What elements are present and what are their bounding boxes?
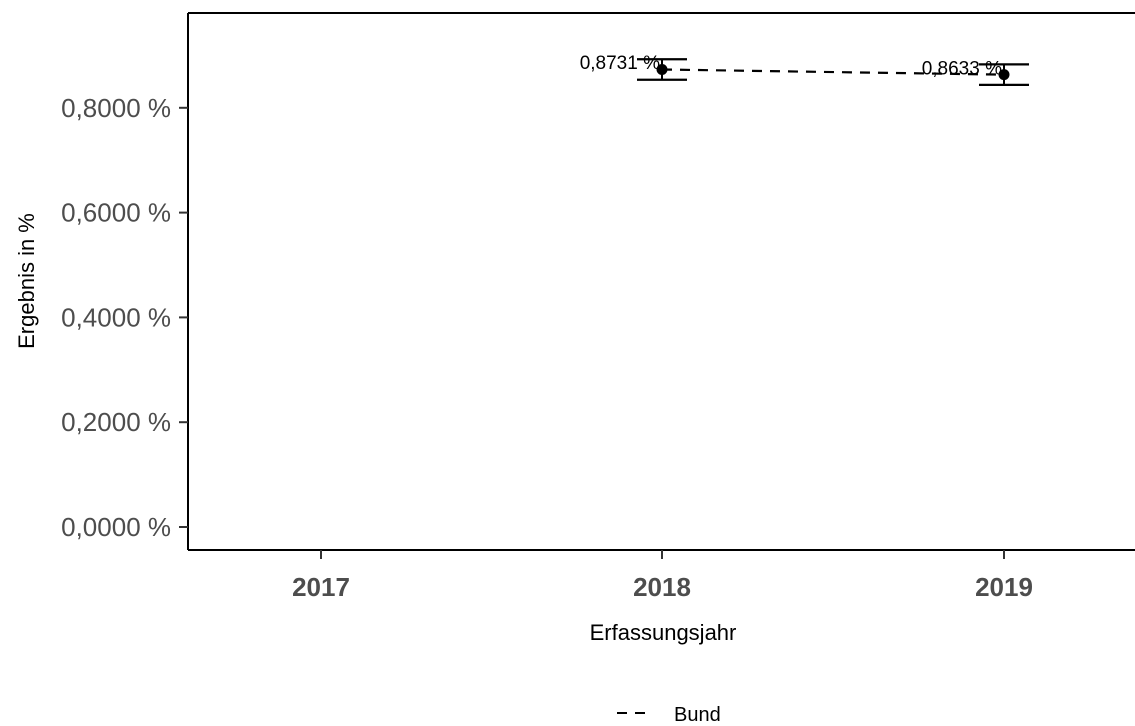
y-tick-label: 0,6000 %	[61, 198, 171, 228]
x-tick-label: 2017	[292, 572, 350, 602]
y-axis-title: Ergebnis in %	[14, 213, 39, 349]
data-label: 0,8633 %	[922, 58, 1002, 79]
legend-label-bund: Bund	[674, 704, 721, 726]
series-line	[661, 68, 1005, 76]
y-tick-label: 0,4000 %	[61, 302, 171, 332]
y-axis-ticks: 0,0000 % 0,2000 % 0,4000 % 0,6000 % 0,8000 %	[61, 93, 188, 542]
y-tick-label: 0,8000 %	[61, 93, 171, 123]
y-tick-label: 0,2000 %	[61, 407, 171, 437]
data-label: 0,8731 %	[580, 53, 660, 74]
data-point	[656, 63, 668, 75]
x-axis-title: Erfassungsjahr	[590, 620, 737, 645]
legend: Bund	[617, 704, 721, 726]
y-tick-label: 0,0000 %	[61, 512, 171, 542]
x-axis-ticks: 2017 2018 2019	[292, 550, 1033, 602]
x-tick-label: 2019	[975, 572, 1033, 602]
series-layer: 0,8731 % 0,8633 %	[580, 53, 1029, 87]
x-tick-label: 2018	[633, 572, 691, 602]
plot-panel	[187, 12, 1135, 551]
data-point	[998, 69, 1010, 81]
